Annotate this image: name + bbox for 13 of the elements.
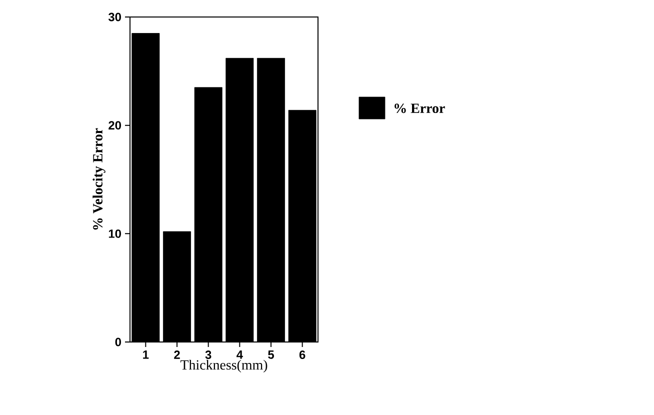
x-tick-label: 1 xyxy=(143,350,149,359)
x-axis-title: Thickness(mm) xyxy=(180,360,268,372)
x-tick-label: 2 xyxy=(174,350,180,359)
y-axis-title: % Velocity Error xyxy=(92,128,106,230)
x-tick-label: 4 xyxy=(236,350,243,359)
y-tick-label: 10 xyxy=(108,229,121,238)
y-tick-label: 0 xyxy=(115,338,121,346)
legend-label: % Error xyxy=(394,104,445,114)
x-tick-label: 5 xyxy=(268,350,274,359)
y-tick-label: 30 xyxy=(108,12,121,22)
y-tick-label: 20 xyxy=(108,121,121,130)
x-tick-label: 6 xyxy=(299,350,306,359)
x-tick-label: 3 xyxy=(205,350,212,360)
